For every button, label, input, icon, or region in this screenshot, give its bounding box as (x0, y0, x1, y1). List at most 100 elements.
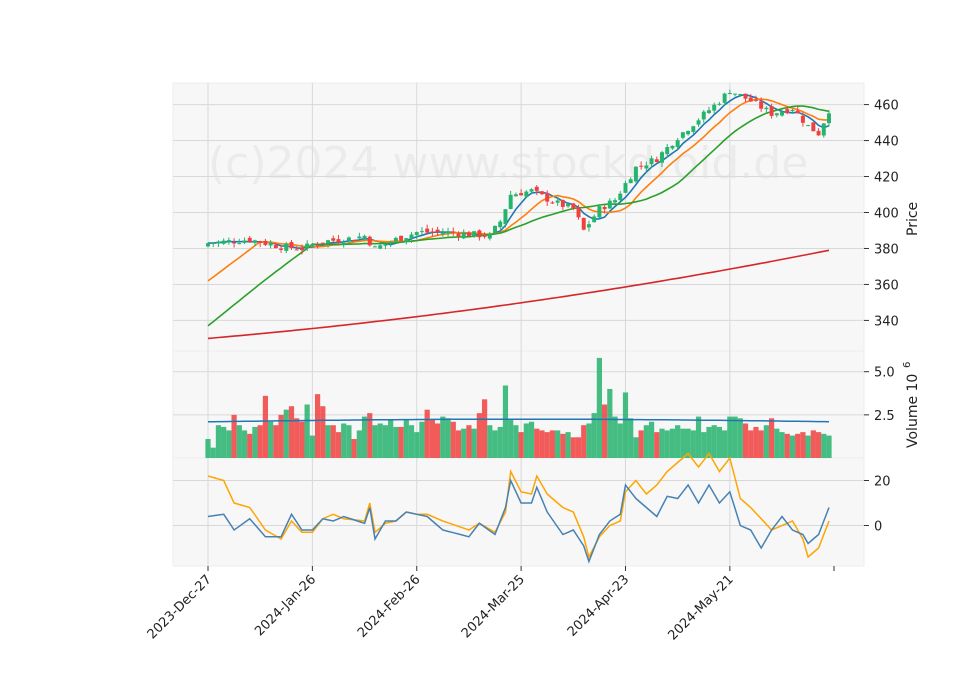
volume-bar (273, 425, 279, 458)
volume-bar (575, 437, 582, 458)
candle-body (774, 113, 779, 116)
candle-body (644, 165, 649, 169)
volume-bar (669, 428, 676, 458)
x-tick-label: 2024-Jan-26 (252, 572, 319, 639)
volume-bar (288, 406, 295, 458)
candle-body (701, 111, 706, 120)
volume-bar (528, 421, 535, 458)
candle-body (785, 109, 790, 114)
volume-bar (210, 447, 216, 458)
volume-bar (351, 439, 357, 458)
volume-bar (549, 430, 556, 458)
volume-bars (205, 357, 832, 458)
oscillator-line (207, 478, 830, 564)
volume-bar (236, 425, 242, 458)
candle-body (336, 239, 341, 243)
candle-body (780, 111, 785, 116)
candle-body (733, 93, 738, 95)
volume-bar (659, 428, 665, 458)
y-tick-label: 360 (874, 278, 899, 293)
volume-bar (356, 430, 362, 458)
oscillator-line (207, 452, 830, 560)
candle-body (545, 192, 550, 202)
candle-body (326, 240, 331, 244)
candle-body (388, 242, 393, 244)
candle-body (706, 110, 711, 114)
y-tick-label: 20 (874, 475, 891, 490)
volume-bar (226, 430, 232, 458)
candle-body (414, 232, 419, 235)
candle-body (294, 249, 299, 251)
volume-bar (429, 420, 436, 458)
candle-body (686, 130, 691, 135)
volume-bar (205, 439, 211, 458)
candle-body (540, 191, 544, 195)
x-tick-label: 2023-Dec-27 (145, 572, 215, 642)
volume-bar (518, 432, 524, 458)
volume-bar (586, 423, 592, 458)
volume-bar (748, 430, 754, 458)
volume-bar (737, 418, 743, 458)
candle-body (383, 244, 388, 246)
volume-bar (283, 409, 289, 458)
candle-body (440, 232, 445, 235)
candle-body (346, 237, 351, 241)
volume-bar (278, 414, 284, 458)
volume-bar (612, 416, 618, 458)
candle-body (816, 130, 821, 136)
volume-bar (403, 420, 409, 458)
candle-body (247, 237, 252, 242)
candle-body (696, 120, 701, 125)
candle-body (524, 191, 529, 197)
candle-body (654, 159, 659, 163)
price-panel (172, 82, 865, 352)
candle-body (769, 106, 774, 116)
y-tick-label: 340 (874, 314, 899, 329)
candle-body (399, 235, 404, 241)
volume-bar (758, 430, 764, 458)
volume-bar (221, 426, 227, 458)
volume-bar (633, 437, 639, 458)
volume-bar (628, 418, 634, 458)
volume-bar (257, 425, 263, 458)
volume-bar (231, 414, 237, 458)
volume-bar (335, 432, 342, 458)
volume-bar (461, 428, 467, 458)
oscillator-panel (172, 457, 865, 567)
volume-bar (393, 426, 399, 458)
volume-bar (716, 426, 723, 458)
candle-body (800, 115, 805, 123)
candle-body (331, 238, 336, 241)
candle-body (451, 231, 456, 233)
candle-body (393, 237, 398, 242)
volume-bar (435, 423, 441, 458)
volume-bar (513, 425, 519, 458)
x-tick-label: 2024-Mar-25 (459, 572, 528, 641)
volume-bar (826, 435, 832, 458)
candle-body (529, 189, 534, 192)
volume-bar (795, 433, 801, 458)
candle-body (534, 186, 539, 191)
candle-body (806, 125, 811, 127)
volume-bar (607, 388, 613, 458)
volume-bar (262, 395, 269, 458)
candle-body (555, 200, 560, 203)
volume-bar (487, 425, 493, 458)
y-tick-label: 0 (874, 520, 882, 535)
candlesticks (206, 89, 831, 255)
candle-body (273, 245, 278, 249)
price-axis-label: Price (905, 202, 921, 236)
volume-bar (675, 425, 681, 458)
candle-body (566, 203, 571, 207)
ma-line (207, 98, 829, 282)
candle-body (576, 207, 581, 218)
volume-bar (361, 416, 368, 458)
ma-line (207, 249, 830, 340)
candle-body (258, 241, 263, 243)
volume-bar (247, 433, 253, 458)
candle-body (586, 224, 591, 228)
candle-body (352, 239, 357, 241)
volume-bar (555, 430, 561, 458)
candle-body (279, 248, 284, 250)
